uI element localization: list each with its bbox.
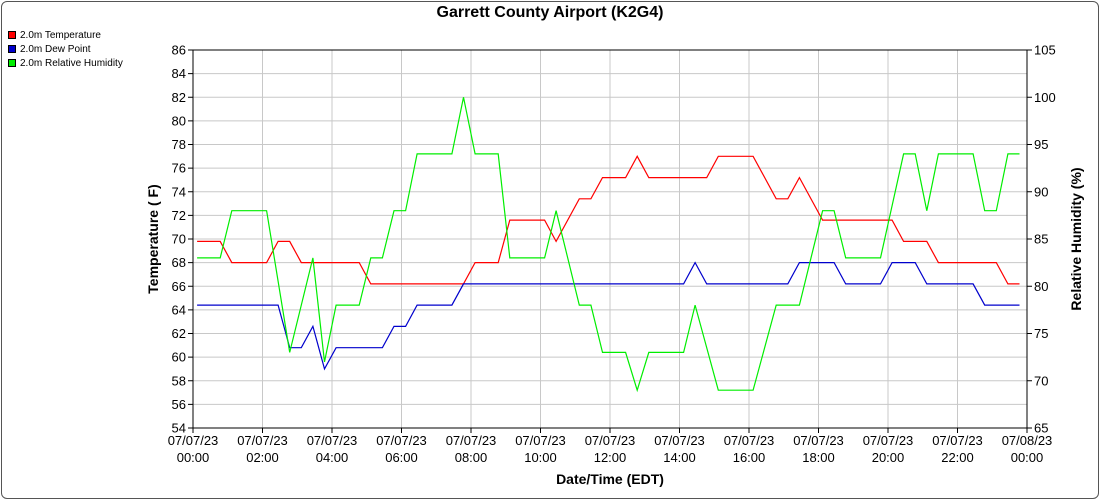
y2-tick-label: 105 [1034, 43, 1056, 58]
y2-tick-label: 85 [1034, 232, 1048, 247]
y-tick-label: 56 [172, 397, 186, 412]
y2-tick-label: 80 [1034, 279, 1048, 294]
legend-swatch-temperature [8, 31, 16, 39]
series-line-2-0m-temperature [197, 155, 1020, 285]
x-tick-date: 07/07/23 [307, 433, 358, 448]
x-tick-time: 08:00 [455, 450, 488, 465]
x-tick-time: 10:00 [524, 450, 557, 465]
y-tick-label: 54 [172, 421, 186, 436]
y-tick-label: 64 [172, 302, 186, 317]
y-tick-label: 66 [172, 279, 186, 294]
x-tick-time: 14:00 [663, 450, 696, 465]
x-tick-date: 07/07/23 [168, 433, 219, 448]
x-tick-time: 16:00 [733, 450, 766, 465]
y2-axis-ticks: 65 70 75 80 85 90 95 100 105 [1027, 43, 1056, 436]
y-tick-label: 70 [172, 232, 186, 247]
y2-tick-label: 95 [1034, 137, 1048, 152]
x-tick-date: 07/08/23 [1002, 433, 1053, 448]
x-tick-date: 07/07/23 [724, 433, 775, 448]
y-tick-label: 84 [172, 66, 186, 81]
legend-item-dew-point: 2.0m Dew Point [8, 42, 123, 56]
x-axis-label: Date/Time (EDT) [556, 471, 664, 487]
legend-swatch-dew-point [8, 45, 16, 53]
x-tick-date: 07/07/23 [237, 433, 288, 448]
x-tick-date: 07/07/23 [863, 433, 914, 448]
x-tick-date: 07/07/23 [515, 433, 566, 448]
y2-tick-label: 75 [1034, 326, 1048, 341]
y-tick-label: 68 [172, 255, 186, 270]
x-tick-date: 07/07/23 [585, 433, 636, 448]
chart-legend: 2.0m Temperature 2.0m Dew Point 2.0m Rel… [8, 28, 123, 70]
y2-axis-label: Relative Humidity (%) [1068, 167, 1084, 310]
x-tick-date: 07/07/23 [932, 433, 983, 448]
y2-tick-label: 70 [1034, 373, 1048, 388]
series-line-2-0m-dew-point [197, 261, 1020, 371]
y-axis-label: Temperature ( F) [145, 184, 161, 293]
y-tick-label: 78 [172, 137, 186, 152]
series-line-2-0m-relative-humidity [197, 97, 1020, 393]
legend-label-relative-humidity: 2.0m Relative Humidity [20, 57, 123, 69]
x-tick-time: 12:00 [594, 450, 627, 465]
y2-tick-label: 90 [1034, 184, 1048, 199]
y2-tick-label: 65 [1034, 421, 1048, 436]
chart-title: Garrett County Airport (K2G4) [436, 4, 664, 21]
y-tick-label: 80 [172, 113, 186, 128]
x-tick-time: 04:00 [316, 450, 349, 465]
y-tick-label: 82 [172, 90, 186, 105]
y-tick-label: 58 [172, 373, 186, 388]
x-tick-time: 02:00 [246, 450, 279, 465]
x-tick-time: 00:00 [1011, 450, 1044, 465]
y-axis-ticks: 54 56 58 60 62 64 66 68 70 72 74 76 78 80 82 84 86 [172, 43, 193, 436]
y-tick-label: 86 [172, 43, 186, 58]
x-tick-time: 20:00 [872, 450, 905, 465]
legend-item-relative-humidity: 2.0m Relative Humidity [8, 56, 123, 70]
x-tick-date: 07/07/23 [793, 433, 844, 448]
x-tick-date: 07/07/23 [446, 433, 497, 448]
x-tick-time: 22:00 [941, 450, 974, 465]
x-tick-time: 00:00 [177, 450, 210, 465]
series-lines [197, 97, 1020, 393]
legend-swatch-relative-humidity [8, 59, 16, 67]
y-tick-label: 62 [172, 326, 186, 341]
x-tick-time: 18:00 [802, 450, 835, 465]
x-tick-date: 07/07/23 [654, 433, 705, 448]
y2-tick-label: 100 [1034, 90, 1056, 105]
y-tick-label: 60 [172, 350, 186, 365]
x-tick-time: 06:00 [385, 450, 418, 465]
legend-label-dew-point: 2.0m Dew Point [20, 43, 91, 55]
x-axis-ticks: 07/07/23 00:00 07/07/23 02:00 07/07/23 04:00 0… [168, 428, 1053, 465]
legend-item-temperature: 2.0m Temperature [8, 28, 123, 42]
x-tick-date: 07/07/23 [376, 433, 427, 448]
y-tick-label: 76 [172, 161, 186, 176]
legend-label-temperature: 2.0m Temperature [20, 29, 101, 41]
y-tick-label: 72 [172, 208, 186, 223]
y-tick-label: 74 [172, 184, 186, 199]
